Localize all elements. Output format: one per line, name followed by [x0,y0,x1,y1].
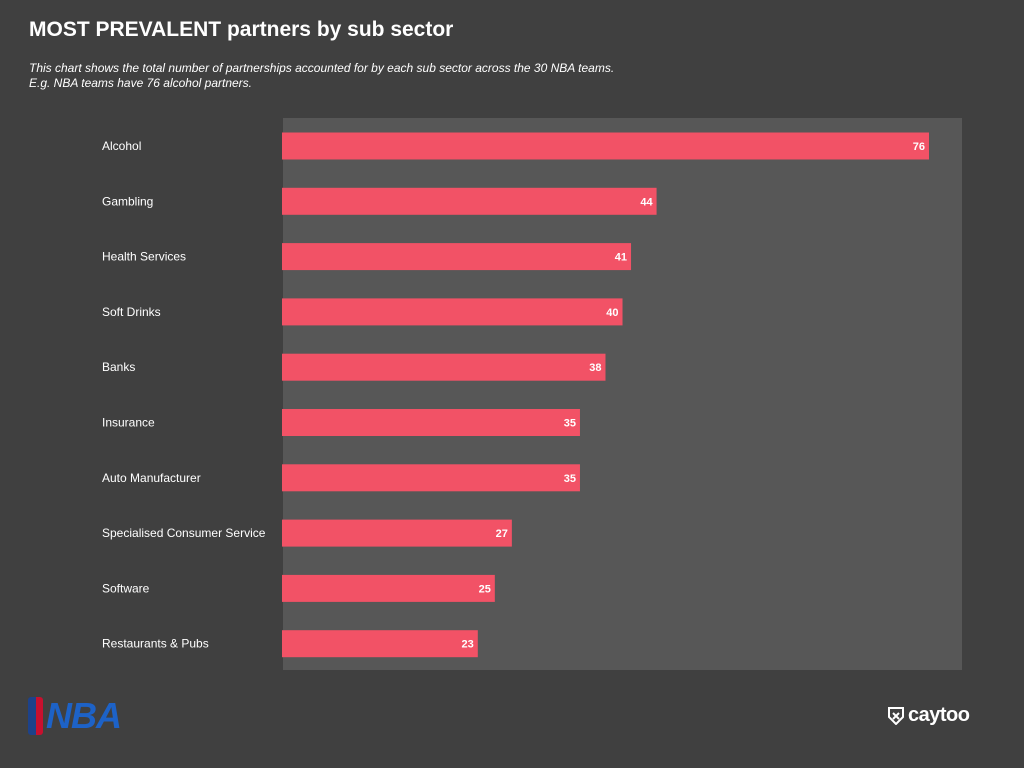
bar [282,519,512,547]
bar-value-label: 38 [589,362,601,374]
bar [282,298,623,326]
caytoo-logo: caytoo [888,704,970,727]
category-label: Auto Manufacturer [102,471,201,485]
nba-logoman-icon [28,697,43,735]
category-label: Insurance [102,416,155,430]
category-label: Banks [102,360,135,374]
category-label: Alcohol [102,139,141,153]
bar-value-label: 25 [479,583,491,595]
subtitle-line-1: This chart shows the total number of par… [29,61,615,75]
bar [282,353,606,381]
caytoo-logo-text: caytoo [908,704,970,726]
nba-logo: NBA [28,695,122,737]
bar-value-label: 40 [606,307,618,319]
chart-subtitle: This chart shows the total number of par… [29,61,614,91]
bar-value-label: 35 [564,418,576,430]
category-label: Gambling [102,194,153,208]
caytoo-shield-icon [888,706,904,725]
category-label: Specialised Consumer Service [102,526,266,540]
bar-value-label: 44 [640,196,653,208]
chart-title: MOST PREVALENT partners by sub sector [29,18,454,41]
bar [282,132,929,160]
bar-value-label: 35 [564,473,576,485]
category-label: Restaurants & Pubs [102,637,209,651]
bar [282,630,478,658]
bar [282,464,580,492]
subtitle-line-2: E.g. NBA teams have 76 alcohol partners. [29,76,253,90]
nba-logo-text: NBA [46,695,122,736]
bar [282,409,580,436]
bar [282,574,495,602]
bar-value-label: 41 [615,252,627,264]
bar-value-label: 23 [462,639,474,651]
bar-value-label: 76 [913,141,925,153]
category-label: Software [102,581,150,595]
bar-value-label: 27 [496,528,508,540]
category-label: Soft Drinks [102,305,161,319]
bar [282,187,657,215]
bar [282,243,632,271]
category-label: Health Services [102,250,186,264]
